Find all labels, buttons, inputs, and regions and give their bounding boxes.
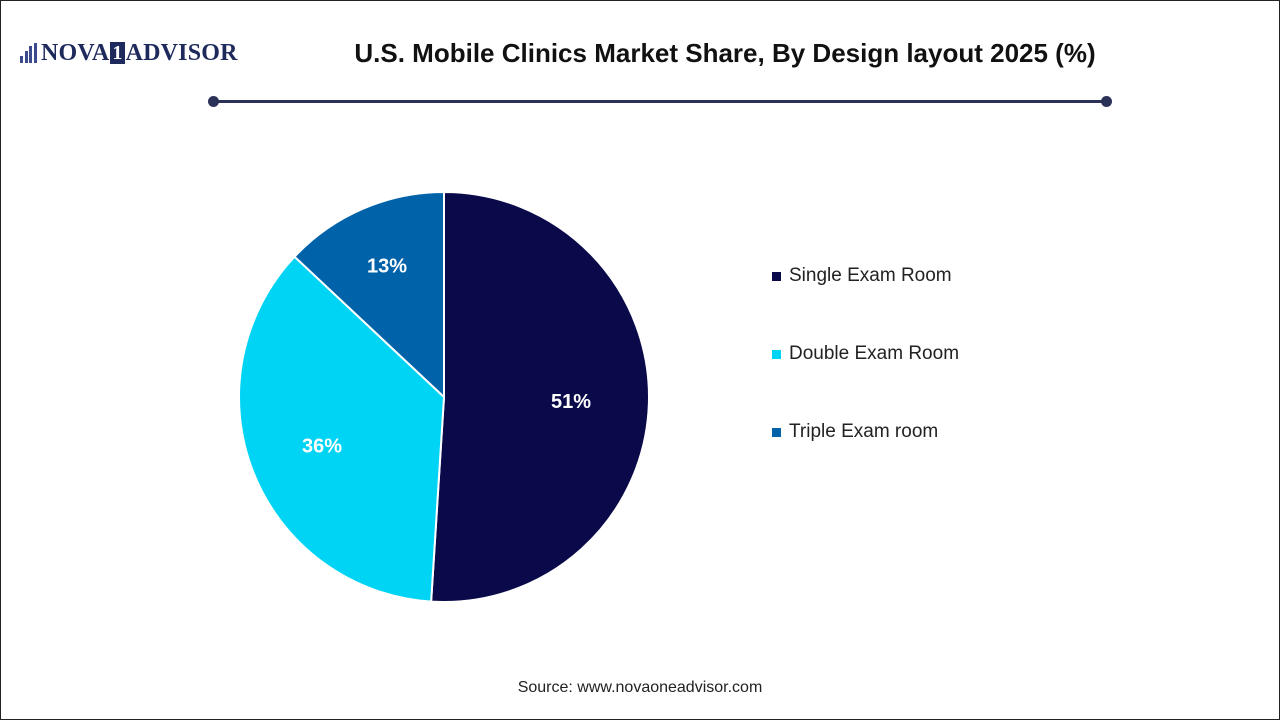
bar-chart-icon <box>20 43 38 63</box>
logo-text-advisor: ADVISOR <box>125 39 238 66</box>
pie-slice-label: 13% <box>367 255 407 277</box>
legend-label: Triple Exam room <box>789 421 939 442</box>
chart-title: U.S. Mobile Clinics Market Share, By Des… <box>354 38 1096 68</box>
divider-left-dot <box>208 96 219 107</box>
pie-slice-triple-exam-room <box>293 190 445 400</box>
legend-item-triple-exam-room: Triple Exam room <box>772 420 959 444</box>
logo-text-one: 1 <box>110 42 125 64</box>
legend-label: Double Exam Room <box>789 343 960 364</box>
logo-text-nova: NOVA <box>41 39 110 66</box>
legend-item-single-exam-room: Single Exam Room <box>772 264 959 288</box>
pie-slice-label: 51% <box>551 391 591 413</box>
title-divider <box>214 100 1106 103</box>
legend-item-double-exam-room: Double Exam Room <box>772 342 959 366</box>
legend: Single Exam Room Double Exam Room Triple… <box>772 264 959 498</box>
legend-swatch <box>772 427 781 437</box>
pie-slice-single-exam-room <box>430 190 650 603</box>
pie-slice-double-exam-room <box>238 255 446 603</box>
legend-swatch <box>772 349 781 359</box>
nova-advisor-logo: NOVA 1 ADVISOR <box>20 38 238 68</box>
legend-label: Single Exam Room <box>789 265 952 286</box>
source-note: Source: www.novaoneadvisor.com <box>517 679 763 696</box>
legend-swatch <box>772 271 781 281</box>
pie-slice-label: 36% <box>302 435 342 457</box>
divider-right-dot <box>1101 96 1112 107</box>
